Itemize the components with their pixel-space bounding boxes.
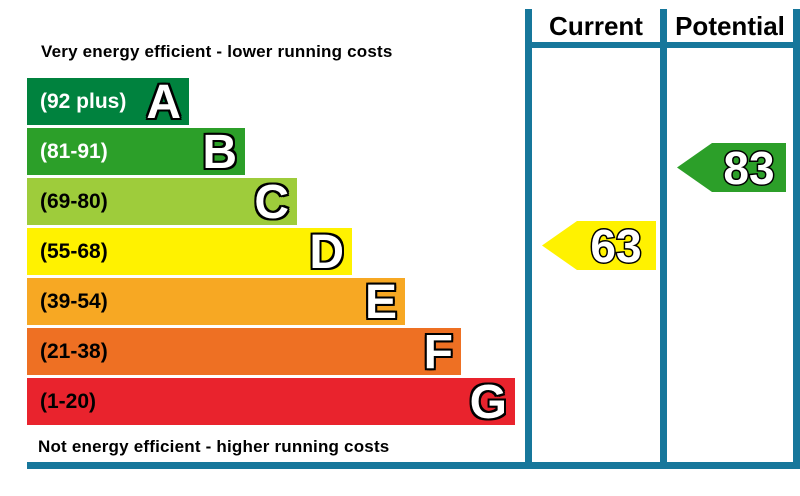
rating-bands: (92 plus) A (81-91) B (69-80) C (55-68) … [27, 78, 515, 428]
band-letter: B [202, 126, 237, 179]
band-row: (55-68) D [27, 226, 352, 279]
band-row: (81-91) B [27, 126, 245, 179]
band-row: (69-80) C [27, 176, 297, 229]
band-letter: G [469, 376, 507, 429]
band-row: (1-20) G [27, 376, 515, 429]
band-range-label: (92 plus) [40, 90, 127, 113]
current-rating-value: 63 [590, 221, 641, 270]
band-row: (39-54) E [27, 276, 405, 329]
band-range-label: (55-68) [40, 240, 108, 263]
band-row: (21-38) F [27, 326, 461, 379]
band-letter: F [423, 326, 453, 379]
band-range-label: (1-20) [40, 390, 97, 413]
band-letter: E [364, 276, 397, 329]
current-rating-arrow: 63 [542, 221, 656, 270]
band-letter: D [309, 226, 344, 279]
band-range-label: (69-80) [40, 190, 108, 213]
current-arrow-shape [542, 221, 656, 270]
band-range-label: (81-91) [40, 140, 108, 163]
current-column-header: Current [549, 11, 643, 41]
table-border-middle [660, 9, 667, 469]
potential-arrow-shape [677, 143, 786, 192]
table-border-right [793, 9, 800, 469]
band-range-label: (39-54) [40, 290, 108, 313]
potential-rating-arrow: 83 [677, 143, 786, 192]
table-border-left [525, 9, 532, 469]
top-caption: Very energy efficient - lower running co… [41, 42, 393, 61]
header-underline [525, 42, 800, 48]
potential-column-header: Potential [675, 11, 785, 41]
band-letter: A [146, 76, 181, 129]
band-row: (92 plus) A [27, 76, 189, 129]
potential-rating-value: 83 [723, 143, 774, 192]
band-range-label: (21-38) [40, 340, 108, 363]
bottom-caption: Not energy efficient - higher running co… [38, 437, 390, 456]
band-letter: C [254, 176, 289, 229]
bottom-border [27, 462, 795, 469]
